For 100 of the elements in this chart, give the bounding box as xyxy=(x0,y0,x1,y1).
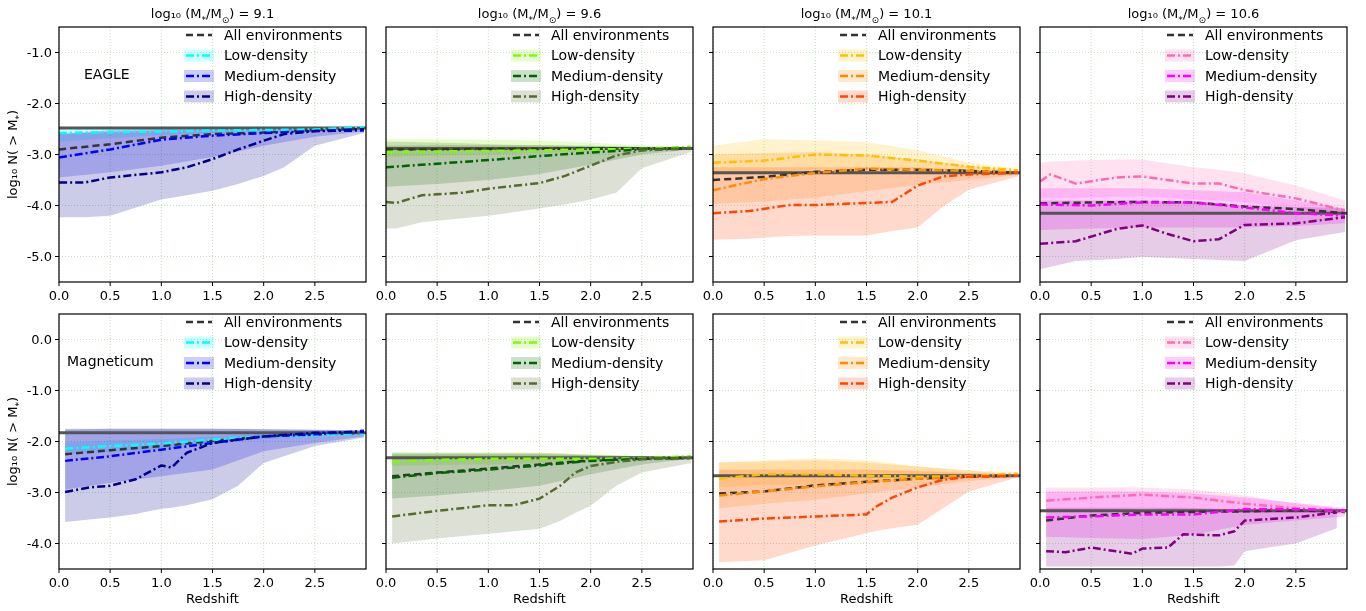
legend-label: All environments xyxy=(224,26,343,43)
x-tick-label: 1.5 xyxy=(529,288,550,303)
x-tick-label: 1.5 xyxy=(202,575,223,590)
x-tick-label: 0.0 xyxy=(48,575,70,590)
x-tick-label: 2.5 xyxy=(631,288,653,303)
y-tick-label: -3.0 xyxy=(26,485,52,501)
x-tick-label: 2.0 xyxy=(580,288,602,303)
x-axis-title: Redshift xyxy=(186,591,239,606)
legend-label: All environments xyxy=(878,313,997,330)
chart-title: log₁₀ (M$_{*}$/M$_{⊙}$) = 9.6 xyxy=(477,6,602,25)
x-tick-label: 1.0 xyxy=(804,288,826,303)
x-tick-label: 1.5 xyxy=(1183,575,1204,590)
legend-label: Low-density xyxy=(1205,47,1289,64)
legend-label: High-density xyxy=(551,375,640,392)
line-series xyxy=(63,429,366,463)
x-tick-label: 2.5 xyxy=(958,575,980,590)
x-tick-label: 2.5 xyxy=(1285,288,1307,303)
legend-label: Medium-density xyxy=(224,67,337,84)
legend-label: Medium-density xyxy=(551,354,664,371)
x-tick-label: 0.0 xyxy=(375,575,397,590)
x-tick-label: 2.0 xyxy=(253,288,275,303)
x-tick-label: 1.0 xyxy=(150,575,172,590)
legend-label: Low-density xyxy=(551,334,635,351)
x-tick-label: 1.0 xyxy=(1131,575,1153,590)
x-tick-label: 1.0 xyxy=(150,288,172,303)
legend-label: Medium-density xyxy=(224,354,337,371)
x-tick-label: 0.0 xyxy=(1029,575,1051,590)
legend-label: All environments xyxy=(878,26,997,43)
legend-label: Medium-density xyxy=(551,67,664,84)
line-series xyxy=(59,129,366,159)
x-tick-label: 2.5 xyxy=(304,288,326,303)
legend-label: High-density xyxy=(224,375,313,392)
x-tick-label: 0.0 xyxy=(48,288,70,303)
x-tick-label: 1.5 xyxy=(529,575,550,590)
x-tick-label: 0.5 xyxy=(753,288,775,303)
x-tick-label: 2.0 xyxy=(1234,575,1256,590)
annotation: EAGLE xyxy=(84,66,130,82)
x-tick-label: 0.0 xyxy=(702,288,724,303)
annotation: Magneticum xyxy=(67,353,154,369)
legend-label: Low-density xyxy=(224,47,308,64)
line-series xyxy=(63,432,366,450)
legend-label: High-density xyxy=(1205,375,1294,392)
x-axis-title: Redshift xyxy=(840,591,893,606)
legend-label: Medium-density xyxy=(1205,67,1318,84)
legend-label: Low-density xyxy=(878,334,962,351)
legend-label: All environments xyxy=(551,26,670,43)
x-tick-label: 2.5 xyxy=(1285,575,1307,590)
x-axis-title: Redshift xyxy=(1167,591,1220,606)
x-tick-label: 1.0 xyxy=(477,575,499,590)
legend-label: Medium-density xyxy=(1205,354,1318,371)
legend-label: All environments xyxy=(551,313,670,330)
x-tick-label: 2.0 xyxy=(580,575,602,590)
x-tick-label: 2.5 xyxy=(958,288,980,303)
y-tick-label: -5.0 xyxy=(26,249,52,265)
chart-title: log₁₀ (M$_{*}$/M$_{⊙}$) = 10.1 xyxy=(800,6,933,25)
y-tick-label: -2.0 xyxy=(26,434,52,450)
y-tick-label: 0.0 xyxy=(31,332,52,348)
legend-label: Medium-density xyxy=(878,67,991,84)
chart-title: log₁₀ (M$_{*}$/M$_{⊙}$) = 9.1 xyxy=(150,6,275,25)
x-axis-title: Redshift xyxy=(513,591,566,606)
x-tick-label: 0.5 xyxy=(426,288,448,303)
x-tick-label: 0.5 xyxy=(426,575,448,590)
legend-label: Medium-density xyxy=(878,354,991,371)
x-tick-label: 2.0 xyxy=(1234,288,1256,303)
y-tick-label: -2.0 xyxy=(26,96,52,112)
legend-label: High-density xyxy=(224,88,313,105)
x-tick-label: 1.5 xyxy=(1183,288,1204,303)
x-tick-label: 0.0 xyxy=(702,575,724,590)
legend-label: High-density xyxy=(551,88,640,105)
x-tick-label: 0.0 xyxy=(1029,288,1051,303)
y-tick-label: -1.0 xyxy=(26,383,52,399)
x-tick-label: 0.5 xyxy=(1080,288,1102,303)
y-tick-label: -4.0 xyxy=(26,198,52,214)
x-tick-label: 1.5 xyxy=(856,288,877,303)
y-tick-label: -4.0 xyxy=(26,536,52,552)
x-tick-label: 1.0 xyxy=(477,288,499,303)
x-tick-label: 2.0 xyxy=(907,288,929,303)
x-tick-label: 0.5 xyxy=(99,575,121,590)
chart-title: log₁₀ (M$_{*}$/M$_{⊙}$) = 10.6 xyxy=(1127,6,1260,25)
legend-label: All environments xyxy=(224,313,343,330)
x-tick-label: 0.5 xyxy=(753,575,775,590)
x-tick-label: 2.0 xyxy=(253,575,275,590)
legend-label: Low-density xyxy=(224,334,308,351)
x-tick-label: 2.5 xyxy=(631,575,653,590)
x-tick-label: 1.0 xyxy=(804,575,826,590)
legend-label: High-density xyxy=(1205,88,1294,105)
legend-label: All environments xyxy=(1205,26,1324,43)
legend-label: Low-density xyxy=(551,47,635,64)
x-tick-label: 0.5 xyxy=(1080,575,1102,590)
x-tick-label: 1.5 xyxy=(202,288,223,303)
legend-label: Low-density xyxy=(878,47,962,64)
y-tick-label: -3.0 xyxy=(26,147,52,163)
legend-label: High-density xyxy=(878,88,967,105)
legend-label: High-density xyxy=(878,375,967,392)
legend-label: All environments xyxy=(1205,313,1324,330)
x-tick-label: 0.5 xyxy=(99,288,121,303)
x-tick-label: 0.0 xyxy=(375,288,397,303)
legend-label: Low-density xyxy=(1205,334,1289,351)
y-tick-label: -1.0 xyxy=(26,45,52,61)
x-tick-label: 2.0 xyxy=(907,575,929,590)
